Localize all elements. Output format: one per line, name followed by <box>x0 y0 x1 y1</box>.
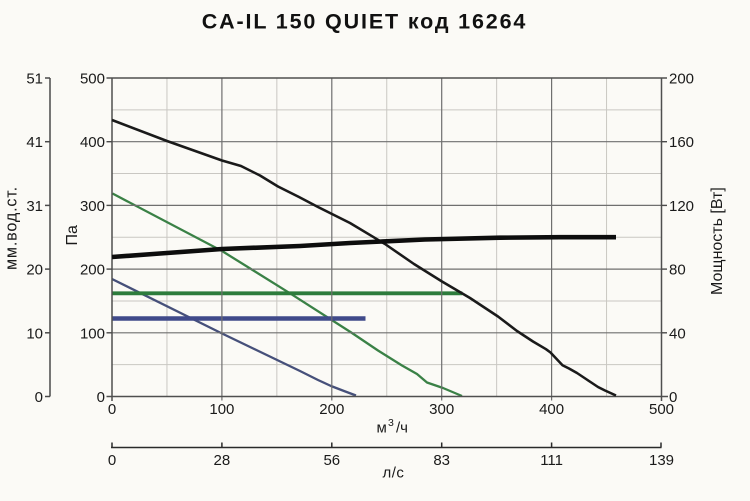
svg-text:51: 51 <box>26 71 43 88</box>
svg-text:400: 400 <box>539 401 564 418</box>
svg-text:200: 200 <box>319 401 344 418</box>
svg-text:100: 100 <box>80 325 105 342</box>
svg-text:400: 400 <box>80 134 105 151</box>
svg-text:20: 20 <box>26 262 43 279</box>
svg-text:л/с: л/с <box>383 465 405 482</box>
svg-text:500: 500 <box>80 71 105 88</box>
svg-text:0: 0 <box>108 401 116 418</box>
svg-text:139: 139 <box>649 452 674 469</box>
svg-text:120: 120 <box>669 198 694 215</box>
svg-text:111: 111 <box>540 452 563 469</box>
svg-text:CA-IL 150 QUIET код 16264: CA-IL 150 QUIET код 16264 <box>202 10 527 34</box>
svg-text:/ч: /ч <box>396 420 408 437</box>
svg-text:56: 56 <box>323 452 340 469</box>
svg-text:300: 300 <box>429 401 454 418</box>
svg-text:м: м <box>377 420 387 437</box>
svg-text:0: 0 <box>35 389 43 406</box>
svg-text:10: 10 <box>26 325 43 342</box>
svg-text:100: 100 <box>209 401 234 418</box>
svg-text:0: 0 <box>669 389 677 406</box>
svg-text:83: 83 <box>433 452 450 469</box>
svg-text:3: 3 <box>388 417 394 429</box>
svg-text:0: 0 <box>108 452 116 469</box>
svg-text:Мощность [Вт]: Мощность [Вт] <box>709 187 726 295</box>
svg-text:40: 40 <box>669 325 686 342</box>
svg-text:41: 41 <box>26 134 43 151</box>
svg-text:200: 200 <box>80 262 105 279</box>
svg-text:0: 0 <box>97 389 105 406</box>
svg-text:31: 31 <box>26 198 43 215</box>
svg-text:200: 200 <box>669 71 694 88</box>
svg-text:300: 300 <box>80 198 105 215</box>
svg-text:28: 28 <box>214 452 231 469</box>
svg-text:Па: Па <box>64 225 81 246</box>
svg-text:160: 160 <box>669 134 694 151</box>
svg-text:80: 80 <box>669 262 686 279</box>
svg-text:500: 500 <box>649 401 674 418</box>
svg-text:мм.вод.ст.: мм.вод.ст. <box>3 186 21 270</box>
